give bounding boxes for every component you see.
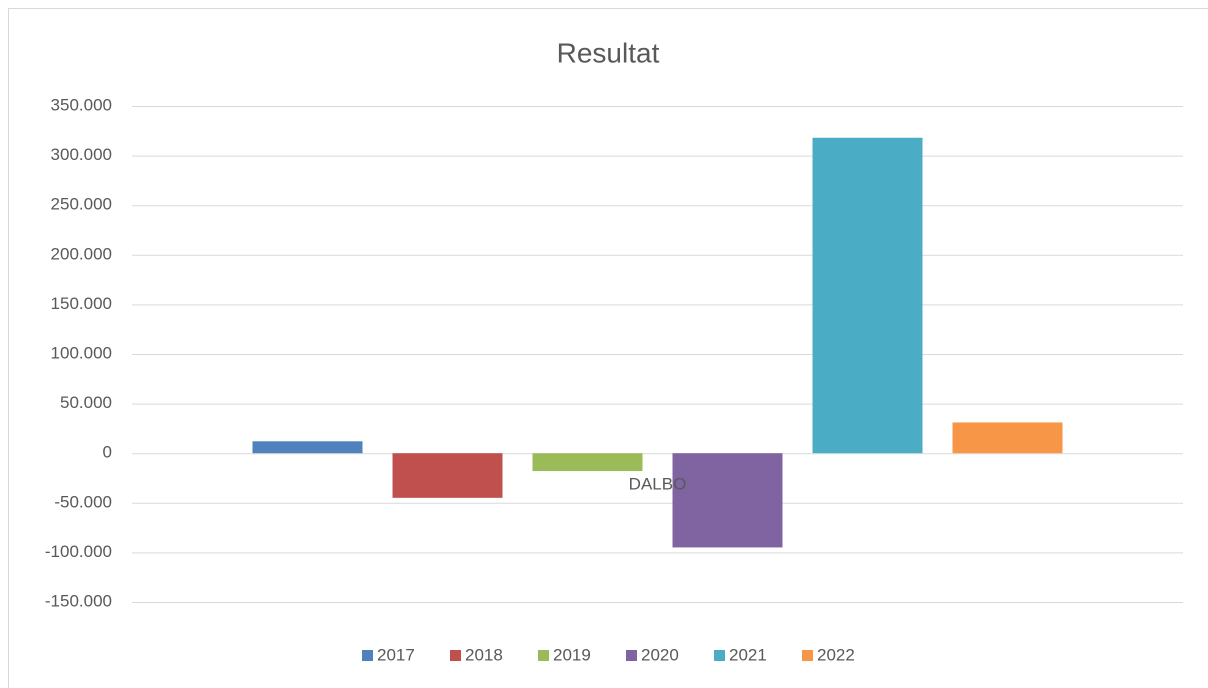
chart-frame: [8, 8, 1208, 688]
bar: [392, 453, 503, 498]
legend-swatch: [626, 650, 637, 661]
y-tick-label: 100.000: [51, 343, 112, 362]
y-tick-label: -50.000: [54, 492, 112, 511]
y-tick-label: 50.000: [60, 393, 112, 412]
y-tick-label: 0: [103, 443, 112, 462]
y-tick-label: 250.000: [51, 195, 112, 214]
x-tick-label: DALBO: [629, 475, 687, 494]
legend-swatch: [538, 650, 549, 661]
bar: [252, 441, 363, 454]
bar: [532, 453, 643, 472]
legend-label: 2017: [377, 645, 415, 664]
legend-swatch: [450, 650, 461, 661]
y-tick-label: 200.000: [51, 244, 112, 263]
y-tick-label: -150.000: [45, 591, 112, 610]
chart-title: Resultat: [557, 37, 660, 68]
y-tick-label: 300.000: [51, 145, 112, 164]
legend-label: 2020: [641, 645, 679, 664]
y-tick-label: 150.000: [51, 294, 112, 313]
y-tick-label: -100.000: [45, 542, 112, 561]
legend-label: 2022: [817, 645, 855, 664]
legend-label: 2019: [553, 645, 591, 664]
legend-swatch: [714, 650, 725, 661]
bar: [672, 453, 783, 548]
legend-swatch: [802, 650, 813, 661]
legend-swatch: [362, 650, 373, 661]
bar: [812, 137, 923, 454]
legend-label: 2021: [729, 645, 767, 664]
y-tick-label: 350.000: [51, 95, 112, 114]
bar: [952, 422, 1063, 454]
legend-label: 2018: [465, 645, 503, 664]
